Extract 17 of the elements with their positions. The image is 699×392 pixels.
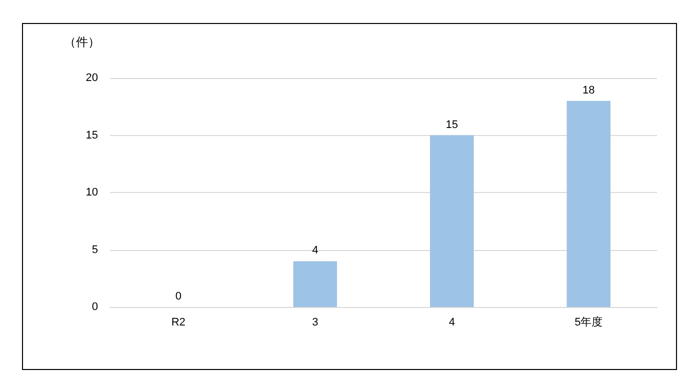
y-axis-title: （件） [64, 35, 100, 49]
data-label: 0 [175, 290, 182, 302]
x-tick-label: 5年度 [574, 316, 603, 328]
y-tick-label: 5 [92, 244, 98, 256]
x-tick-label: R2 [171, 316, 186, 328]
y-tick-label: 10 [86, 186, 98, 198]
x-tick-label: 3 [312, 316, 318, 328]
y-tick-label: 0 [92, 301, 98, 313]
data-label: 4 [312, 244, 318, 257]
bar [566, 100, 611, 307]
y-tick-label: 15 [86, 129, 98, 142]
data-label: 15 [446, 118, 458, 131]
bar [293, 261, 338, 307]
x-tick-label: 4 [448, 316, 455, 328]
bar [430, 135, 474, 307]
y-tick-label: 20 [86, 72, 98, 84]
data-label: 18 [582, 84, 595, 96]
